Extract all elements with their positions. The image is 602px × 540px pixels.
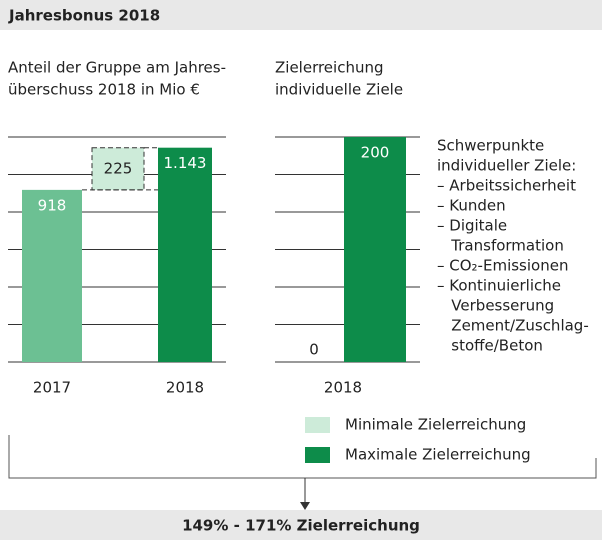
legend-label: Maximale Zielerreichung bbox=[345, 446, 531, 464]
note-line: individueller Ziele: bbox=[437, 157, 576, 175]
note-line: – CO₂-Emissionen bbox=[437, 257, 568, 275]
note-line: – Kunden bbox=[437, 197, 506, 215]
note-line: Schwerpunkte bbox=[437, 137, 544, 155]
note-line: stoffe/Beton bbox=[437, 337, 543, 355]
note-line: Verbesserung bbox=[437, 297, 554, 315]
result-text: 149% - 171% Zielerreichung bbox=[182, 517, 420, 535]
chart-subtitle: individuelle Ziele bbox=[275, 81, 403, 99]
note-line: Transformation bbox=[437, 237, 564, 255]
x-tick-label: 2018 bbox=[166, 379, 204, 397]
chart-subtitle: Anteil der Gruppe am Jahres- bbox=[8, 59, 226, 77]
note-line: – Digitale bbox=[437, 217, 507, 235]
bar bbox=[344, 137, 406, 362]
note-line: – Arbeitssicherheit bbox=[437, 177, 576, 195]
chart-subtitle: Zielerreichung bbox=[275, 59, 384, 77]
value-label: 225 bbox=[104, 159, 133, 177]
value-label: 918 bbox=[38, 196, 67, 214]
legend-swatch bbox=[305, 447, 330, 463]
header-title: Jahresbonus 2018 bbox=[8, 7, 160, 25]
arrow-head bbox=[300, 502, 310, 510]
bar bbox=[22, 189, 82, 362]
bracket bbox=[8, 435, 597, 479]
header-bar bbox=[0, 0, 602, 30]
chart-subtitle: überschuss 2018 in Mio € bbox=[8, 81, 200, 99]
legend-swatch bbox=[305, 417, 330, 433]
increment-box bbox=[91, 147, 145, 191]
legend-label: Minimale Zielerreichung bbox=[345, 416, 526, 434]
x-tick-label: 2018 bbox=[324, 379, 362, 397]
x-tick-label: 2017 bbox=[33, 379, 71, 397]
value-label: 1.143 bbox=[164, 154, 207, 172]
note-line: – Kontinuierliche bbox=[437, 277, 561, 295]
note-line: Zement/Zuschlag- bbox=[437, 317, 589, 335]
bar bbox=[158, 147, 212, 362]
value-label: 200 bbox=[361, 144, 390, 162]
value-label: 0 bbox=[309, 341, 319, 359]
result-bar bbox=[0, 510, 602, 540]
